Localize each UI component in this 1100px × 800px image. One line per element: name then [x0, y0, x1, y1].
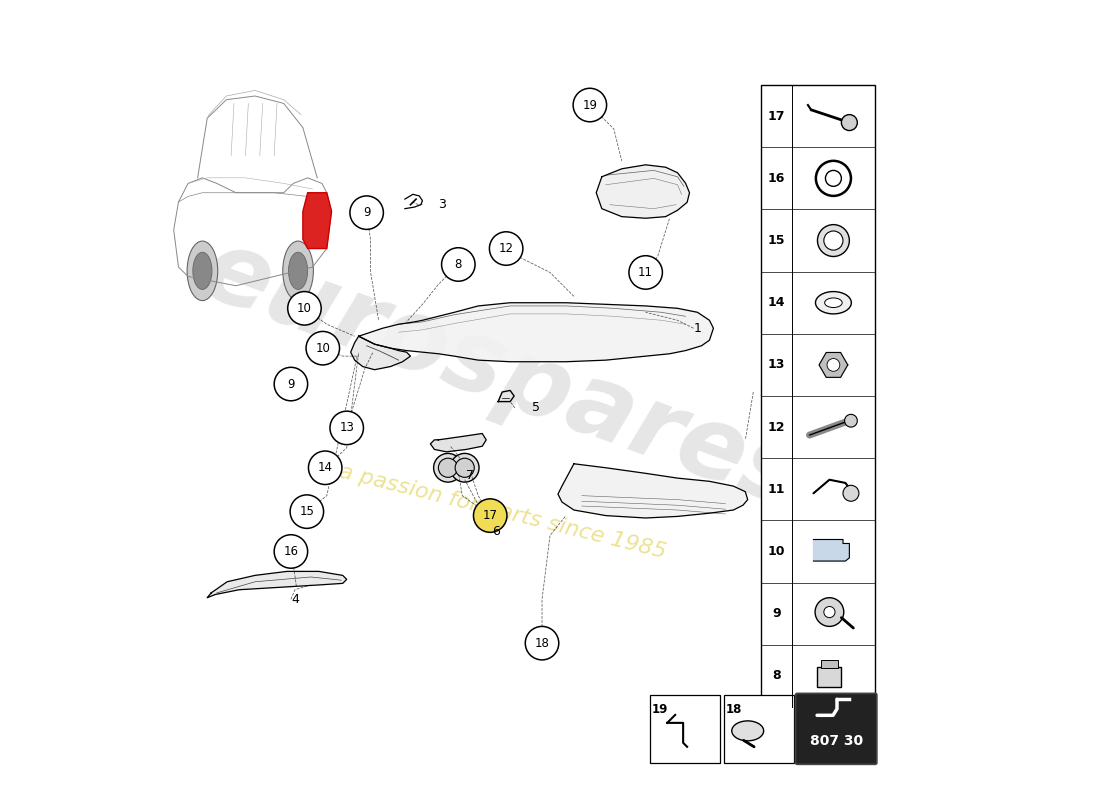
Polygon shape: [430, 434, 486, 452]
Circle shape: [842, 114, 857, 130]
FancyBboxPatch shape: [795, 694, 877, 764]
Text: 807 30: 807 30: [810, 734, 862, 748]
Circle shape: [306, 331, 340, 365]
Bar: [650, 695, 719, 762]
Text: 10: 10: [297, 302, 312, 315]
Circle shape: [825, 170, 842, 186]
Circle shape: [573, 88, 606, 122]
Text: 18: 18: [726, 703, 742, 716]
Bar: [724, 695, 794, 762]
Text: 11: 11: [638, 266, 653, 279]
Text: 6: 6: [493, 525, 500, 538]
Circle shape: [441, 248, 475, 282]
Polygon shape: [596, 165, 690, 218]
Text: 5: 5: [532, 402, 540, 414]
Text: 19: 19: [652, 703, 668, 716]
Text: 16: 16: [284, 545, 298, 558]
Circle shape: [439, 458, 458, 478]
Text: 13: 13: [768, 358, 785, 371]
Bar: [821, 660, 838, 668]
Circle shape: [815, 598, 844, 626]
Text: 11: 11: [768, 482, 785, 496]
Circle shape: [827, 358, 839, 371]
Text: 17: 17: [483, 509, 497, 522]
Polygon shape: [359, 302, 714, 362]
Text: 8: 8: [772, 670, 781, 682]
Circle shape: [274, 534, 308, 568]
Polygon shape: [351, 336, 410, 370]
Text: 16: 16: [768, 172, 785, 185]
Circle shape: [526, 626, 559, 660]
Circle shape: [288, 291, 321, 325]
Circle shape: [490, 232, 522, 266]
Text: 2: 2: [759, 386, 767, 398]
Circle shape: [450, 454, 478, 482]
Polygon shape: [820, 353, 848, 378]
Text: 4: 4: [290, 593, 299, 606]
Circle shape: [824, 231, 843, 250]
Circle shape: [308, 451, 342, 485]
Text: 3: 3: [439, 198, 447, 211]
Circle shape: [824, 606, 835, 618]
Text: 9: 9: [772, 607, 781, 620]
Text: 9: 9: [287, 378, 295, 390]
Polygon shape: [207, 571, 346, 598]
Circle shape: [290, 495, 323, 528]
Text: 19: 19: [582, 98, 597, 111]
Text: a passion for parts since 1985: a passion for parts since 1985: [337, 462, 668, 562]
Text: eurospares: eurospares: [188, 222, 816, 530]
Bar: [817, 667, 842, 687]
Circle shape: [843, 486, 859, 502]
Circle shape: [473, 499, 507, 532]
Text: 1: 1: [693, 322, 702, 334]
Circle shape: [350, 196, 384, 230]
Text: 15: 15: [768, 234, 785, 247]
Bar: [761, 85, 876, 707]
Text: 12: 12: [768, 421, 785, 434]
Circle shape: [455, 458, 474, 478]
Text: 13: 13: [339, 422, 354, 434]
Circle shape: [816, 161, 851, 196]
Text: 12: 12: [498, 242, 514, 255]
Text: 7: 7: [466, 470, 474, 482]
Text: 15: 15: [299, 505, 315, 518]
Circle shape: [629, 256, 662, 289]
Text: 9: 9: [363, 206, 371, 219]
Circle shape: [330, 411, 363, 445]
Polygon shape: [814, 539, 849, 561]
Text: 10: 10: [768, 545, 785, 558]
Text: 18: 18: [535, 637, 550, 650]
Ellipse shape: [825, 298, 843, 307]
Polygon shape: [558, 464, 748, 518]
Text: 8: 8: [454, 258, 462, 271]
Circle shape: [433, 454, 462, 482]
Text: 14: 14: [318, 462, 332, 474]
Text: 17: 17: [768, 110, 785, 122]
Circle shape: [817, 225, 849, 257]
Ellipse shape: [815, 291, 851, 314]
Text: 14: 14: [768, 296, 785, 310]
Ellipse shape: [732, 721, 763, 741]
Text: 10: 10: [316, 342, 330, 354]
Circle shape: [274, 367, 308, 401]
Circle shape: [845, 414, 857, 427]
